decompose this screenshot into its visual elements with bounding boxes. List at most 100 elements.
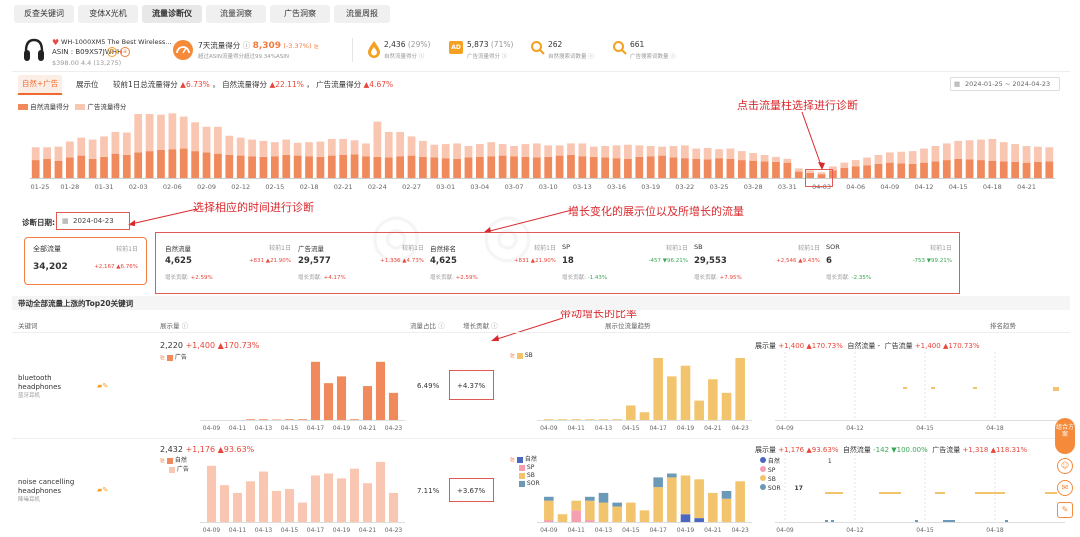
- bar-natural[interactable]: [772, 162, 780, 178]
- bar-natural[interactable]: [977, 160, 985, 178]
- chart-icon[interactable]: ⊵: [160, 354, 166, 361]
- traffic-card-1[interactable]: 广告流量 较前1日 29,577 +1,336 ▲4.73% 增长贡献: +4.17%: [298, 241, 424, 287]
- bar-natural[interactable]: [749, 160, 758, 178]
- bar[interactable]: [708, 379, 718, 420]
- bar[interactable]: [626, 405, 636, 420]
- bar-natural[interactable]: [453, 158, 461, 178]
- bar-natural[interactable]: [692, 158, 701, 178]
- bar-ad[interactable]: [214, 126, 222, 154]
- rank-marker[interactable]: [1005, 520, 1008, 522]
- bar-ad[interactable]: [829, 166, 837, 171]
- bar-ad[interactable]: [612, 145, 621, 159]
- bar-natural[interactable]: [544, 156, 553, 178]
- bar-natural[interactable]: [1034, 162, 1042, 178]
- bar-ad[interactable]: [373, 121, 382, 157]
- rank-marker[interactable]: [825, 520, 828, 522]
- bar-ad[interactable]: [589, 146, 598, 157]
- bar[interactable]: [571, 510, 581, 522]
- bar-ad[interactable]: [362, 143, 370, 157]
- legend-natural[interactable]: 自然流量得分: [30, 103, 70, 111]
- bar-natural[interactable]: [885, 162, 894, 178]
- bar[interactable]: [598, 502, 609, 522]
- rank-marker[interactable]: [903, 387, 907, 389]
- tab-traffic-diagnosis[interactable]: 流量诊断仪: [142, 5, 202, 23]
- bar-ad[interactable]: [669, 146, 678, 158]
- placement-trend-chart[interactable]: 04-09 04-11 04-13 04-15 04-17 04-19 04-21 04-23: [537, 350, 752, 435]
- bar[interactable]: [388, 392, 399, 420]
- bar-natural[interactable]: [646, 156, 655, 178]
- bar-ad[interactable]: [680, 145, 689, 159]
- bar[interactable]: [297, 419, 308, 420]
- bar-ad[interactable]: [327, 138, 336, 156]
- bar-ad[interactable]: [737, 151, 746, 161]
- bar-natural[interactable]: [100, 156, 108, 178]
- bar-ad[interactable]: [122, 132, 131, 155]
- bar-natural[interactable]: [77, 155, 86, 178]
- asin-value[interactable]: B09XS7JWHH: [75, 48, 123, 56]
- bar-natural[interactable]: [293, 155, 302, 178]
- placement-trend-chart[interactable]: 04-09 04-11 04-13 04-15 04-17 04-19 04-21 04-23: [537, 452, 752, 537]
- bar[interactable]: [258, 471, 269, 522]
- bar-natural[interactable]: [589, 156, 598, 178]
- total-traffic-card[interactable]: 全部流量 较前1日 34,202 +2,167 ▲6.76%: [24, 237, 147, 285]
- bar-ad[interactable]: [248, 139, 256, 157]
- bar-ad[interactable]: [202, 126, 211, 153]
- bar-ad[interactable]: [578, 143, 587, 157]
- bar[interactable]: [612, 506, 622, 522]
- bar-natural[interactable]: [897, 163, 906, 178]
- bar-ad[interactable]: [920, 148, 928, 163]
- tab-reverse-keyword[interactable]: 反查关键词: [14, 5, 74, 23]
- bar[interactable]: [694, 400, 704, 420]
- bar-natural[interactable]: [680, 158, 689, 178]
- rank-marker[interactable]: [973, 387, 977, 389]
- bar[interactable]: [284, 419, 295, 420]
- bar[interactable]: [735, 481, 745, 522]
- bar-natural[interactable]: [464, 157, 473, 178]
- bar[interactable]: [653, 487, 663, 522]
- bar-ad[interactable]: [840, 162, 849, 168]
- bar-ad[interactable]: [225, 135, 234, 155]
- bar-natural[interactable]: [441, 158, 450, 178]
- bar-ad[interactable]: [942, 143, 951, 161]
- bar-natural[interactable]: [988, 160, 997, 178]
- bar[interactable]: [653, 357, 663, 420]
- date-range-picker[interactable]: ▦ 2024-01-25 ~ 2024-04-23: [950, 77, 1060, 91]
- bar-natural[interactable]: [567, 154, 575, 178]
- bar-ad[interactable]: [396, 131, 405, 157]
- bar-natural[interactable]: [43, 158, 51, 178]
- bar-natural[interactable]: [726, 158, 735, 178]
- bar[interactable]: [585, 500, 595, 521]
- bar-ad[interactable]: [407, 136, 416, 156]
- bar-ad[interactable]: [157, 114, 165, 150]
- rank-marker[interactable]: [915, 520, 918, 522]
- keyword-tool-icons[interactable]: ▰✎: [97, 486, 109, 494]
- bar-natural[interactable]: [954, 158, 963, 178]
- tab-placement[interactable]: 展示位: [76, 80, 99, 89]
- product-title[interactable]: WH-1000XM5 The Best Wireless...: [61, 38, 172, 46]
- bar-natural[interactable]: [145, 151, 154, 178]
- bar[interactable]: [639, 412, 650, 420]
- bar-ad[interactable]: [77, 137, 86, 156]
- chat-icon[interactable]: ✉: [1057, 480, 1073, 496]
- bar[interactable]: [653, 477, 663, 488]
- bar-natural[interactable]: [874, 163, 883, 178]
- bar-ad[interactable]: [384, 131, 393, 158]
- bar-ad[interactable]: [931, 146, 940, 162]
- bar-ad[interactable]: [965, 140, 974, 160]
- bar-natural[interactable]: [783, 162, 792, 178]
- bar[interactable]: [667, 473, 677, 478]
- bar-ad[interactable]: [999, 142, 1008, 162]
- rank-marker[interactable]: [943, 520, 955, 522]
- bar-natural[interactable]: [202, 152, 211, 178]
- bar[interactable]: [598, 492, 609, 503]
- bar-ad[interactable]: [134, 114, 143, 153]
- bar-natural[interactable]: [817, 174, 826, 178]
- bar-ad[interactable]: [475, 144, 484, 157]
- bar-ad[interactable]: [88, 139, 97, 159]
- bar-natural[interactable]: [259, 156, 268, 178]
- bar-natural[interactable]: [396, 156, 405, 178]
- rank-trend-chart[interactable]: 04-09 04-12 04-15 04-18: [775, 452, 1065, 537]
- bar-ad[interactable]: [897, 151, 906, 164]
- keyword-text[interactable]: noise cancelling headphones: [18, 478, 75, 495]
- bar-ad[interactable]: [168, 113, 177, 150]
